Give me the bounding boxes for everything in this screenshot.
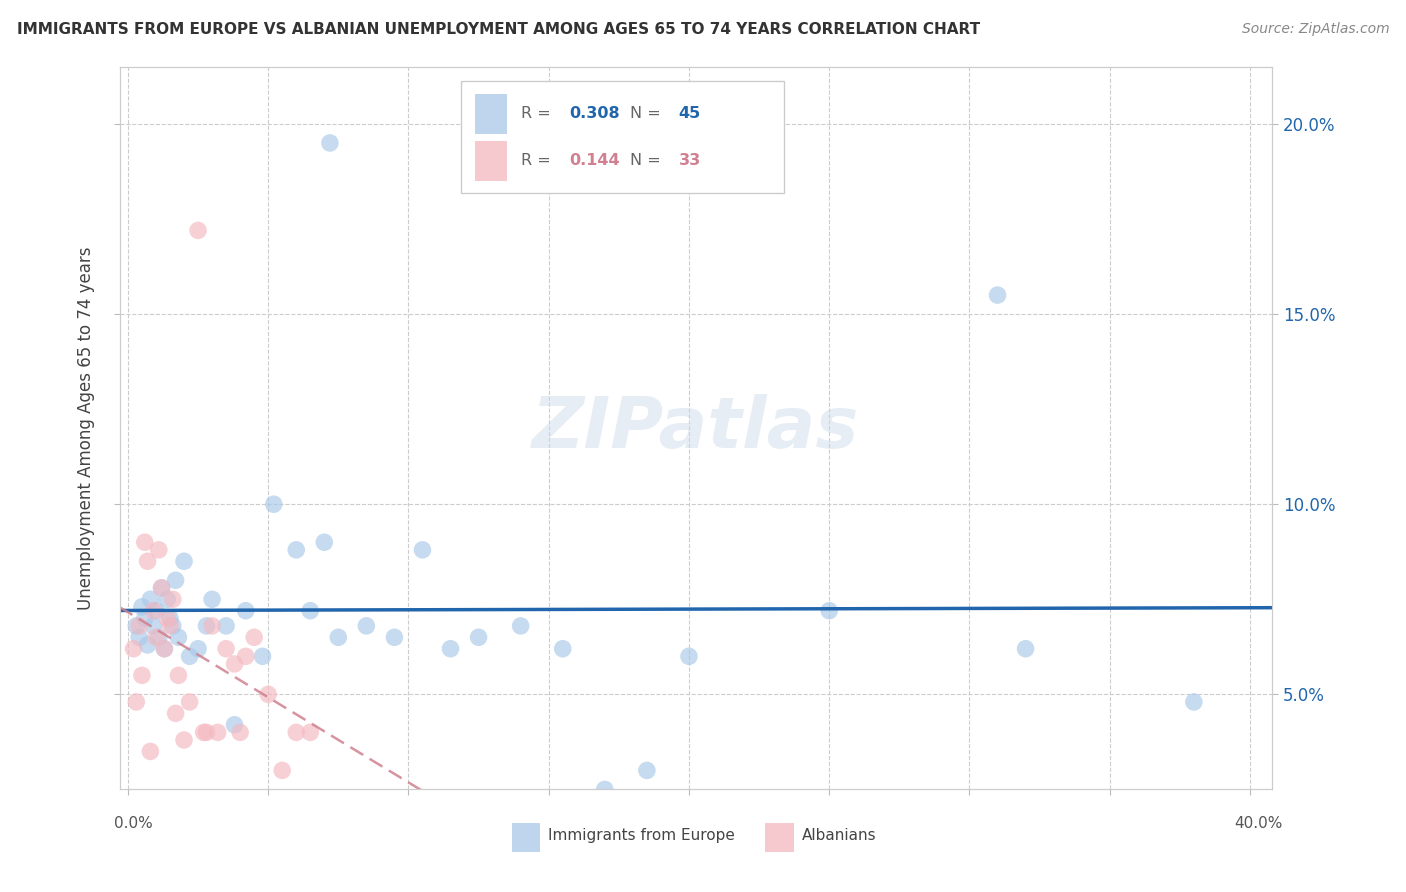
Point [224, 657, 246, 671]
Point [162, 592, 184, 607]
Text: 0.144: 0.144 [569, 153, 620, 169]
Text: ZIPatlas: ZIPatlas [533, 393, 859, 463]
Point [439, 641, 461, 656]
Y-axis label: Unemployment Among Ages 65 to 74 years: Unemployment Among Ages 65 to 74 years [77, 246, 96, 610]
Point [162, 619, 184, 633]
Text: 0.308: 0.308 [569, 106, 620, 121]
FancyBboxPatch shape [461, 81, 783, 194]
Point [356, 619, 378, 633]
Point [128, 619, 150, 633]
Point [187, 641, 209, 656]
Point [125, 619, 148, 633]
Text: R =: R = [520, 106, 551, 121]
Point [509, 619, 531, 633]
Bar [475, 141, 508, 181]
Point [1014, 641, 1036, 656]
Point [145, 604, 167, 618]
Point [299, 725, 322, 739]
Text: IMMIGRANTS FROM EUROPE VS ALBANIAN UNEMPLOYMENT AMONG AGES 65 TO 74 YEARS CORREL: IMMIGRANTS FROM EUROPE VS ALBANIAN UNEMP… [17, 22, 980, 37]
Point [593, 782, 616, 797]
Text: 33: 33 [679, 153, 702, 169]
Point [328, 630, 350, 644]
Point [285, 542, 308, 557]
Point [134, 535, 156, 549]
Point [173, 733, 195, 747]
Point [131, 599, 153, 614]
Point [299, 604, 322, 618]
Point [1182, 695, 1205, 709]
Text: 45: 45 [679, 106, 702, 121]
Point [142, 604, 165, 618]
Point [148, 542, 170, 557]
Point [467, 630, 489, 644]
Point [139, 592, 162, 607]
Point [235, 649, 257, 664]
Point [195, 725, 218, 739]
Point [165, 574, 187, 588]
Point [986, 288, 1008, 302]
Point [215, 641, 238, 656]
Point [224, 718, 246, 732]
Point [128, 630, 150, 644]
Point [153, 641, 176, 656]
Point [148, 630, 170, 644]
Text: Albanians: Albanians [801, 828, 877, 843]
Bar [765, 823, 794, 852]
Point [384, 630, 406, 644]
Point [207, 725, 229, 739]
Point [122, 641, 145, 656]
Point [179, 649, 201, 664]
Text: N =: N = [630, 106, 661, 121]
Point [136, 554, 159, 568]
Point [551, 641, 574, 656]
Point [134, 611, 156, 625]
Point [257, 687, 280, 701]
Point [139, 744, 162, 758]
Point [142, 619, 165, 633]
Point [314, 535, 336, 549]
Point [150, 581, 173, 595]
Bar [512, 823, 540, 852]
Point [193, 725, 215, 739]
Point [215, 619, 238, 633]
Point [201, 619, 224, 633]
Point [167, 668, 190, 682]
Point [271, 764, 294, 778]
Point [201, 592, 224, 607]
Point [411, 542, 433, 557]
Point [179, 695, 201, 709]
Point [150, 581, 173, 595]
Point [195, 619, 218, 633]
Text: 40.0%: 40.0% [1234, 816, 1282, 831]
Point [165, 706, 187, 721]
Text: Immigrants from Europe: Immigrants from Europe [548, 828, 735, 843]
Point [153, 641, 176, 656]
Point [156, 592, 179, 607]
Point [235, 604, 257, 618]
Point [252, 649, 274, 664]
Point [678, 649, 700, 664]
Point [636, 764, 658, 778]
Point [319, 136, 342, 150]
Point [136, 638, 159, 652]
Point [263, 497, 285, 511]
Bar [475, 94, 508, 134]
Point [187, 223, 209, 237]
Point [159, 611, 181, 625]
Point [285, 725, 308, 739]
Text: R =: R = [520, 153, 551, 169]
Point [229, 725, 252, 739]
Point [167, 630, 190, 644]
Point [159, 619, 181, 633]
Point [818, 604, 841, 618]
Text: N =: N = [630, 153, 661, 169]
Point [243, 630, 266, 644]
Point [145, 630, 167, 644]
Point [156, 611, 179, 625]
Text: Source: ZipAtlas.com: Source: ZipAtlas.com [1241, 22, 1389, 37]
Text: 0.0%: 0.0% [114, 816, 153, 831]
Point [131, 668, 153, 682]
Point [173, 554, 195, 568]
Point [125, 695, 148, 709]
